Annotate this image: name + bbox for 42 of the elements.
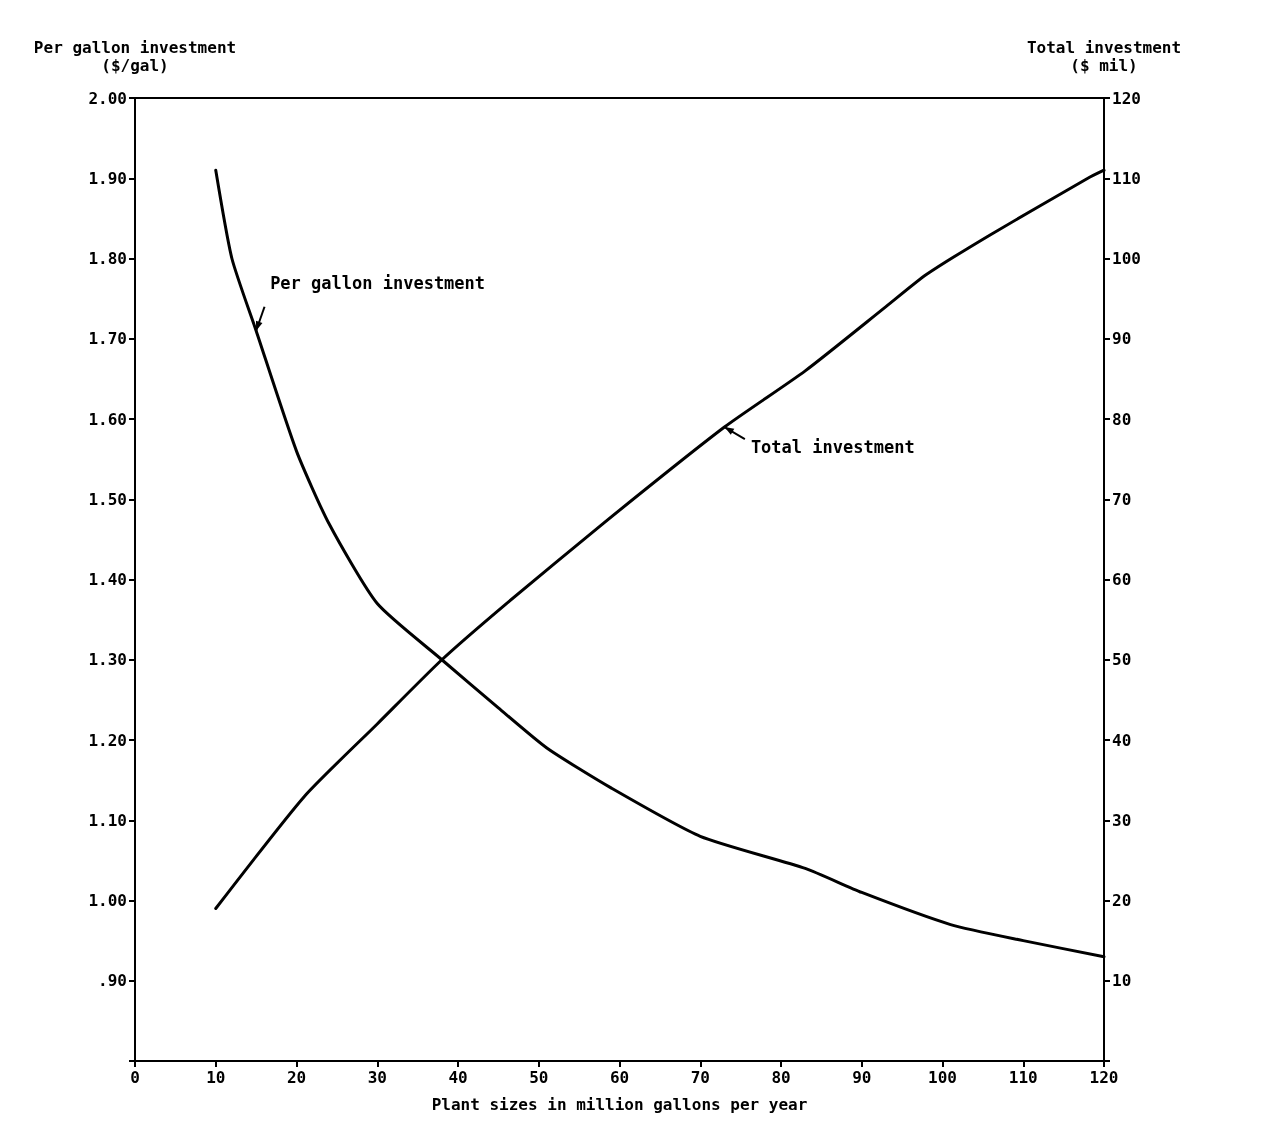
y2-tick-label: 110 (1112, 168, 1141, 188)
y-tick-label: 1.20 (88, 730, 127, 750)
y2-tick-label: 40 (1112, 730, 1132, 750)
y2-tick-label: 30 (1112, 810, 1132, 830)
annotation: Per gallon investment (270, 272, 486, 293)
y-axis-title: Per gallon investment ($/gal) (33, 37, 237, 75)
y-tick-label: 1.40 (88, 570, 127, 589)
y-tick-label: 1.00 (88, 891, 127, 910)
y2-tick-label: 80 (1112, 409, 1132, 429)
y-tick-label: .90 (98, 971, 127, 991)
y-tick-label: 1.90 (88, 168, 127, 188)
y-tick-label: 1.50 (88, 489, 127, 509)
x-tick-label: 120 (1089, 1067, 1119, 1087)
x-tick-label: 90 (852, 1067, 872, 1087)
x-tick-label: 110 (1008, 1067, 1038, 1087)
y2-tick-label: 90 (1112, 329, 1132, 349)
y-tick-label: 1.10 (88, 810, 127, 830)
x-tick-label: 10 (206, 1067, 226, 1087)
x-tick-label: 60 (609, 1067, 630, 1087)
y-tick-label: 1.70 (88, 329, 127, 349)
y2-axis-title: Total investment ($ mil) (1026, 37, 1182, 75)
y2-tick-label: 50 (1112, 650, 1132, 670)
y2-tick-label: 70 (1112, 489, 1132, 509)
x-tick-label: 100 (928, 1067, 957, 1087)
x-axis-title: Plant sizes in million gallons per year (431, 1094, 808, 1114)
y-tick-label: 1.60 (88, 409, 127, 429)
x-tick-label: 80 (771, 1067, 791, 1087)
y-tick-label: 1.80 (88, 249, 127, 268)
y2-tick-label: 20 (1112, 891, 1132, 910)
x-tick-label: 70 (690, 1067, 710, 1087)
y2-tick-label: 120 (1112, 88, 1141, 108)
annotation: Total investment (750, 437, 915, 458)
y2-tick-label: 60 (1112, 570, 1132, 589)
y-tick-label: 2.00 (88, 88, 127, 108)
x-tick-label: 0 (130, 1067, 140, 1087)
y2-tick-label: 10 (1112, 971, 1132, 991)
x-tick-label: 30 (367, 1067, 387, 1087)
x-tick-label: 50 (529, 1067, 549, 1087)
y-tick-label: 1.30 (88, 650, 127, 670)
x-tick-label: 40 (448, 1067, 468, 1087)
y2-tick-label: 100 (1112, 249, 1141, 268)
x-tick-label: 20 (286, 1067, 307, 1087)
